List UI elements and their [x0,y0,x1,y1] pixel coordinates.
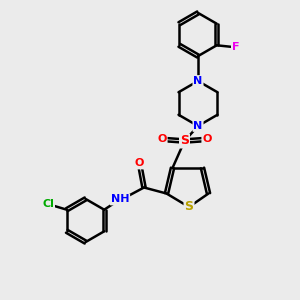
Text: S: S [180,134,189,148]
Text: N: N [194,76,202,86]
Text: O: O [202,134,212,145]
Text: O: O [157,134,167,145]
Text: O: O [135,158,144,169]
Text: F: F [232,42,239,52]
Text: N: N [194,121,202,131]
Text: NH: NH [111,194,129,205]
Text: Cl: Cl [42,199,54,209]
Text: S: S [184,200,194,214]
